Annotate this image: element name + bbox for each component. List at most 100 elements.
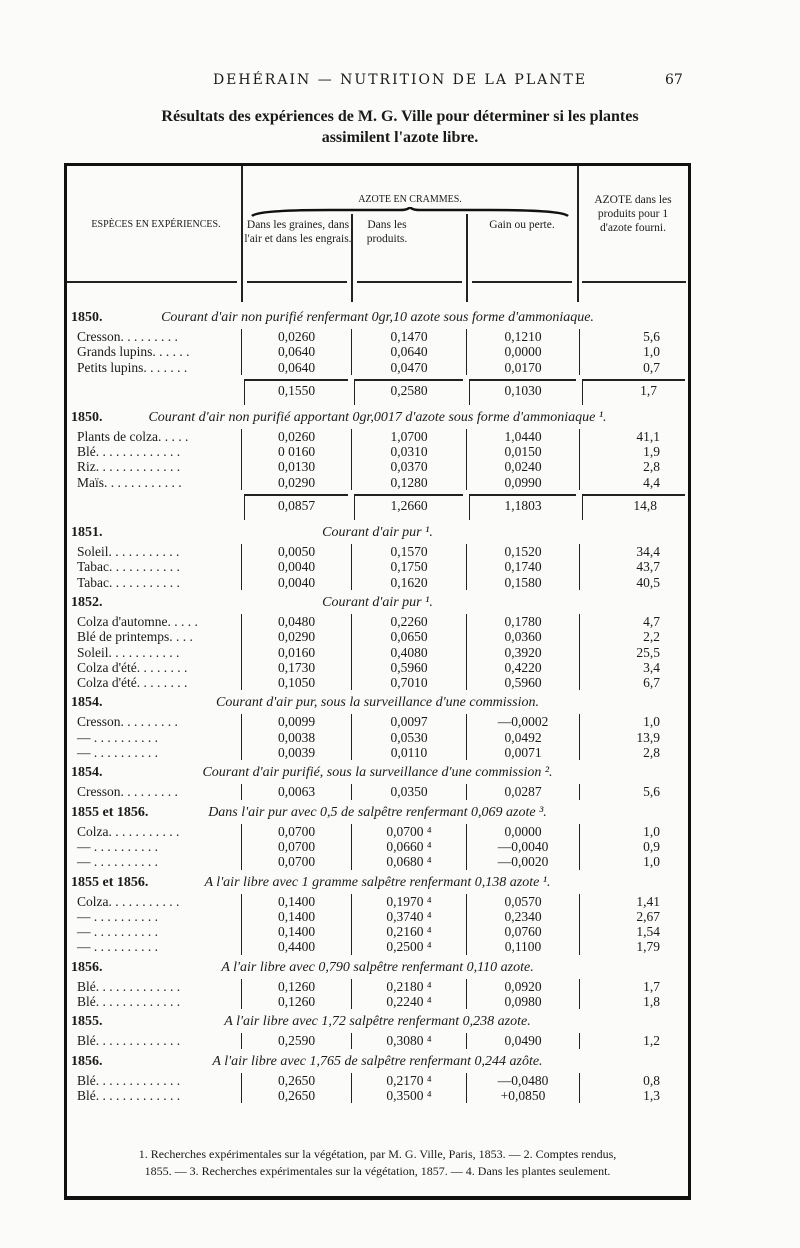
species-label: Blé. . . . . . . . . . . . . <box>77 1033 181 1049</box>
value-cell: 0,0640 <box>241 359 351 375</box>
table-row: Soleil. . . . . . . . . . . 0,0160 0,4080 0… <box>67 644 688 660</box>
value-cell: —0,0040 <box>466 838 579 855</box>
value-cell: 0,8 <box>579 1072 688 1088</box>
value-cell: 25,5 <box>579 644 688 660</box>
value-cell: 0,0640 <box>241 344 351 360</box>
value-cell: 2,67 <box>579 908 688 925</box>
species-label: Blé. . . . . . . . . . . . . <box>77 1087 181 1103</box>
species-label: — . . . . . . . . . . <box>77 745 158 761</box>
value-cell: 0,0170 <box>466 359 579 375</box>
table-body: Courant d'air non purifié renfermant 0gr… <box>67 305 688 1104</box>
value-cell: 1,3 <box>579 1087 688 1104</box>
value-cell: 0,0071 <box>466 745 579 761</box>
section-heading: Courant d'air pur ¹. 1851. <box>67 520 688 544</box>
section-year: 1850. <box>71 409 103 425</box>
table-row: Colza d'été. . . . . . . . 0,1730 0,5960 0,… <box>67 659 688 676</box>
table-row: Blé. . . . . . . . . . . . . 0,2650 0,3500… <box>67 1087 688 1104</box>
table-row: Grands lupins. . . . . . 0,0640 0,0640 0,00… <box>67 344 688 360</box>
total-cell: 1,7 <box>582 378 685 405</box>
header-col2: Dans les produits. <box>366 219 408 245</box>
table-title: Résultats des expériences de M. G. Ville… <box>60 106 740 148</box>
value-cell: 0,1470 <box>351 329 466 345</box>
value-cell: 13,9 <box>579 729 688 746</box>
species-label: — . . . . . . . . . . <box>77 838 158 854</box>
total-row: 0,1550 0,2580 0,1030 1,7 <box>67 375 688 405</box>
value-cell: 0,0530 <box>351 729 466 746</box>
species-label: Tabac. . . . . . . . . . . <box>77 559 180 575</box>
table-section: Courant d'air pur ¹. 1851. Soleil. . . . .… <box>67 520 688 590</box>
page-number: 67 <box>665 72 683 88</box>
value-cell: 0,1050 <box>241 675 351 691</box>
section-year: 1852. <box>71 594 103 610</box>
value-cell: 0,0650 <box>351 629 466 645</box>
total-cell: 0,1550 <box>244 378 348 405</box>
value-cell: 0,2240 ⁴ <box>351 994 466 1010</box>
value-cell: 0,0038 <box>241 729 351 746</box>
table-section: Courant d'air non purifié renfermant 0gr… <box>67 305 688 405</box>
value-cell: 0,3920 <box>466 644 579 660</box>
value-cell: 6,7 <box>579 675 688 691</box>
table-row: Blé de printemps. . . . 0,0290 0,0650 0,036… <box>67 629 688 645</box>
table-row: Soleil. . . . . . . . . . . 0,0050 0,1570 0… <box>67 544 688 560</box>
title-line: Résultats des expériences de M. G. Ville… <box>161 108 639 125</box>
species-label: Colza. . . . . . . . . . . <box>77 823 180 839</box>
species-label: Plants de colza. . . . . <box>77 428 189 444</box>
section-year: 1855. <box>71 1014 103 1030</box>
header-rule <box>472 281 572 283</box>
section-heading: Courant d'air purifié, sous la surveilla… <box>67 760 688 784</box>
value-cell: 0,0360 <box>466 629 579 645</box>
value-cell: 1,0 <box>579 344 688 360</box>
value-cell: 0,5960 <box>351 659 466 676</box>
value-cell: 1,9 <box>579 444 688 460</box>
value-cell: 0,0700 ⁴ <box>351 823 466 839</box>
section-title: Courant d'air pur ¹. <box>322 525 433 541</box>
value-cell: 2,8 <box>579 745 688 761</box>
value-cell: 0,0063 <box>241 784 351 800</box>
value-cell: 0,1280 <box>351 474 466 491</box>
species-label: Soleil. . . . . . . . . . . <box>77 544 180 560</box>
value-cell: 0,0240 <box>466 459 579 475</box>
value-cell: —0,0002 <box>466 714 579 730</box>
header-col3: Gain ou perte. <box>489 219 555 231</box>
value-cell: 0,7010 <box>351 675 466 691</box>
table-section: Courant d'air non purifié apportant 0gr,… <box>67 405 688 521</box>
table-row: Tabac. . . . . . . . . . . 0,0040 0,1750 0,… <box>67 559 688 575</box>
column-rule <box>351 214 353 302</box>
value-cell: 2,8 <box>579 459 688 475</box>
species-label: Cresson. . . . . . . . . <box>77 784 178 800</box>
table-row: Blé. . . . . . . . . . . . . 0,2650 0,2170… <box>67 1072 688 1088</box>
section-title: A l'air libre avec 1,765 de salpêtre ren… <box>212 1053 543 1069</box>
table-row: Colza. . . . . . . . . . . 0,0700 0,0700 ⁴… <box>67 823 688 839</box>
species-label: Blé. . . . . . . . . . . . . <box>77 994 181 1010</box>
table-row: — . . . . . . . . . . 0,4400 0,2500 ⁴ 0,110… <box>67 939 688 955</box>
table-row: Cresson. . . . . . . . . 0,0063 0,0350 0,02… <box>67 784 688 800</box>
footnote-line: 1855. — 3. Recherches expérimentales sur… <box>144 1164 611 1178</box>
value-cell: 1,0440 <box>466 428 579 445</box>
section-heading: Courant d'air pur ¹. 1852. <box>67 590 688 614</box>
value-cell: 0,0370 <box>351 459 466 475</box>
value-cell: 0,9 <box>579 838 688 855</box>
brace <box>251 207 569 217</box>
table-section: A l'air libre avec 1,765 de salpêtre ren… <box>67 1049 688 1104</box>
footnotes: 1. Recherches expérimentales sur la végé… <box>67 1146 688 1180</box>
column-rule <box>241 166 243 302</box>
table-section: A l'air libre avec 1,72 salpêtre renferm… <box>67 1009 688 1049</box>
value-cell: +0,0850 <box>466 1087 579 1104</box>
value-cell: 0,0700 <box>241 838 351 855</box>
species-label: Cresson. . . . . . . . . <box>77 329 178 344</box>
value-cell: 0,2340 <box>466 908 579 925</box>
value-cell: 1,8 <box>579 994 688 1010</box>
value-cell: 0,1400 <box>241 893 351 909</box>
table-row: Plants de colza. . . . . 0,0260 1,0700 1,04… <box>67 428 688 445</box>
value-cell: 40,5 <box>579 574 688 590</box>
table-row: Blé. . . . . . . . . . . . . 0,1260 0,2240… <box>67 994 688 1010</box>
value-cell: 0,1620 <box>351 574 466 590</box>
value-cell: 0,0110 <box>351 745 466 761</box>
value-cell: 2,2 <box>579 629 688 645</box>
value-cell: 0,0287 <box>466 784 579 800</box>
section-title: Courant d'air non purifié apportant 0gr,… <box>148 409 607 425</box>
value-cell: 41,1 <box>579 428 688 445</box>
value-cell: 3,4 <box>579 659 688 676</box>
value-cell: 4,7 <box>579 613 688 630</box>
value-cell: 1,54 <box>579 924 688 940</box>
